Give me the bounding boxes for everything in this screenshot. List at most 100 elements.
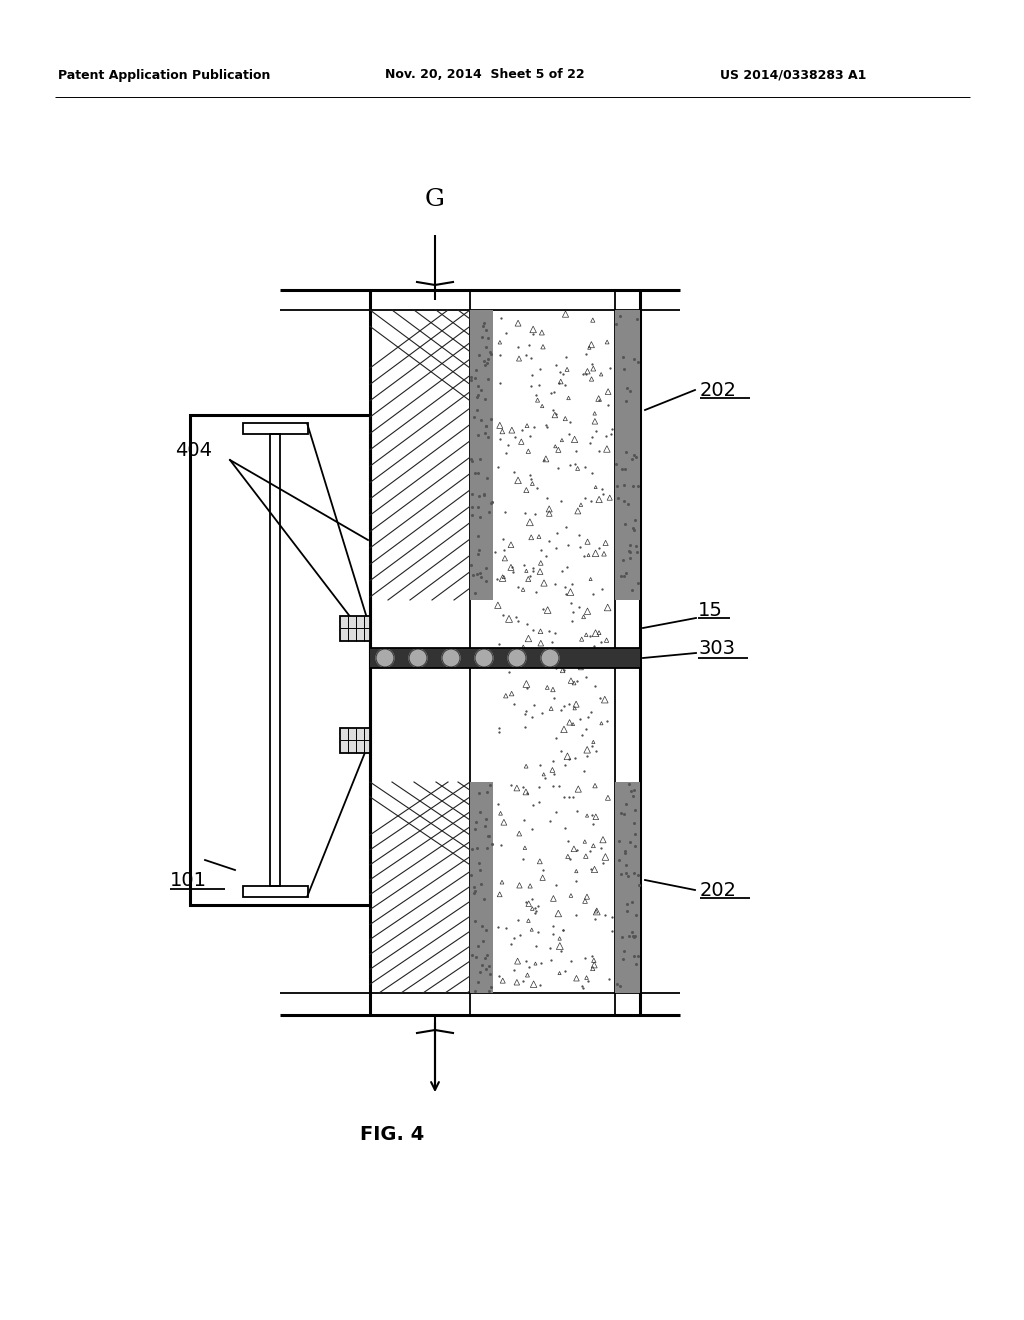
Point <box>505 562 521 583</box>
Point <box>546 688 562 709</box>
Point <box>567 441 584 462</box>
Text: 303: 303 <box>698 639 735 657</box>
Point <box>518 950 535 972</box>
Point <box>542 810 558 832</box>
Point <box>544 632 560 653</box>
Point <box>583 858 599 879</box>
Point <box>493 834 509 855</box>
Point <box>580 970 596 991</box>
Point <box>584 426 600 447</box>
Point <box>578 719 594 741</box>
Point <box>492 722 508 743</box>
Point <box>538 414 554 436</box>
Point <box>516 809 532 830</box>
Point <box>495 605 511 626</box>
Point <box>551 372 567 393</box>
Point <box>575 545 592 566</box>
Point <box>563 611 580 632</box>
Point <box>588 420 604 441</box>
Point <box>492 372 508 393</box>
Point <box>519 612 536 634</box>
Point <box>518 677 535 698</box>
Point <box>506 462 522 483</box>
Point <box>525 557 542 578</box>
Point <box>530 777 547 799</box>
Point <box>548 727 564 748</box>
Text: 404: 404 <box>175 441 212 459</box>
Circle shape <box>541 649 559 667</box>
Point <box>557 754 573 775</box>
Bar <box>615 781 640 993</box>
Bar <box>243 422 308 434</box>
Point <box>570 597 587 618</box>
Point <box>561 787 578 808</box>
Point <box>599 395 615 416</box>
Point <box>555 363 571 384</box>
Point <box>551 360 567 381</box>
Point <box>584 804 600 825</box>
Point <box>537 449 553 470</box>
Point <box>518 701 535 722</box>
Point <box>547 623 563 644</box>
Bar <box>340 615 370 640</box>
Point <box>528 384 545 405</box>
Point <box>498 323 514 345</box>
Point <box>527 936 544 957</box>
Point <box>567 748 584 770</box>
Bar <box>270 434 280 886</box>
Point <box>505 640 521 661</box>
Point <box>527 898 544 919</box>
Point <box>582 433 598 454</box>
Point <box>548 657 564 678</box>
Point <box>604 920 621 941</box>
Point <box>557 583 573 605</box>
Text: 101: 101 <box>170 870 207 890</box>
Point <box>529 921 546 942</box>
Point <box>584 945 600 966</box>
Point <box>524 888 541 909</box>
Point <box>557 817 573 838</box>
Point <box>548 355 564 376</box>
Point <box>532 359 549 380</box>
Text: G: G <box>425 189 445 211</box>
Point <box>487 543 504 564</box>
Point <box>545 776 561 797</box>
Point <box>525 795 542 816</box>
Point <box>573 725 590 746</box>
Point <box>518 783 535 804</box>
Point <box>579 746 595 767</box>
Point <box>527 581 544 602</box>
Point <box>515 970 531 991</box>
Point <box>579 363 595 384</box>
Point <box>524 364 541 385</box>
Point <box>566 453 583 474</box>
Point <box>561 424 578 445</box>
Point <box>565 785 582 807</box>
Point <box>527 503 544 524</box>
Text: 15: 15 <box>698 601 723 619</box>
Point <box>588 741 604 762</box>
Point <box>520 956 537 977</box>
Point <box>489 793 506 814</box>
Point <box>523 347 540 368</box>
Point <box>504 557 520 578</box>
Point <box>593 578 609 599</box>
Point <box>568 800 585 821</box>
Point <box>527 900 544 921</box>
Point <box>490 966 507 987</box>
Text: 202: 202 <box>700 880 737 899</box>
Point <box>524 561 541 582</box>
Point <box>549 523 565 544</box>
Point <box>592 688 608 709</box>
Point <box>604 907 621 928</box>
Point <box>550 458 566 479</box>
Point <box>535 859 551 880</box>
Point <box>557 652 573 673</box>
Bar <box>370 648 640 668</box>
Point <box>545 915 561 936</box>
Point <box>602 424 618 445</box>
Point <box>562 412 579 433</box>
Point <box>571 708 588 729</box>
Point <box>492 428 508 449</box>
Point <box>489 457 506 478</box>
